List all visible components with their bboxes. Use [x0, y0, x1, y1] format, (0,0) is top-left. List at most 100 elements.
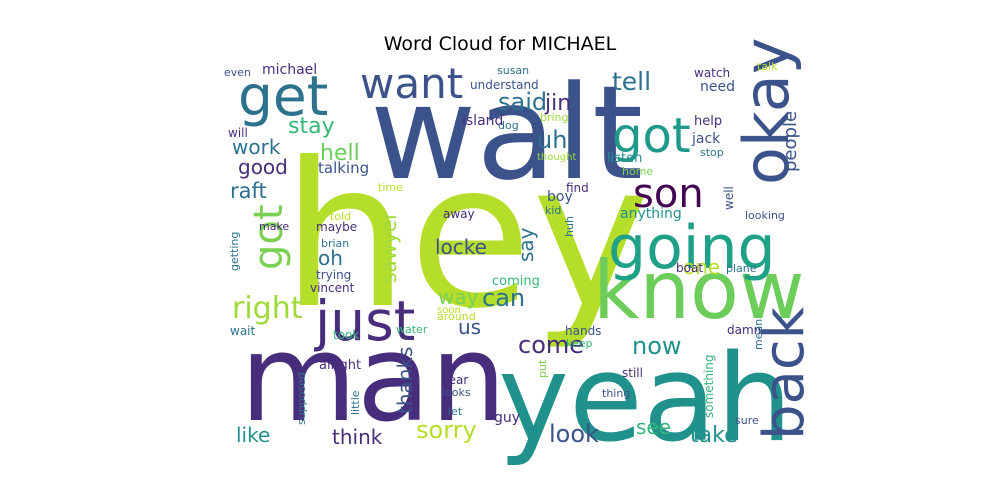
word-time: time: [378, 181, 403, 194]
word-looks: looks: [442, 386, 471, 399]
word-stay: stay: [288, 114, 335, 139]
word-make: make: [259, 220, 289, 233]
word-good: good: [238, 155, 288, 179]
word-dog: dog: [498, 119, 519, 132]
word-people: people: [780, 111, 801, 172]
word-told: told: [330, 210, 351, 223]
word-thanks: thanks: [393, 347, 417, 414]
word-brian: brian: [321, 237, 349, 250]
chart-title: Word Cloud for MICHAEL: [383, 33, 617, 55]
word-son: son: [633, 171, 704, 217]
word-put: put: [536, 359, 549, 378]
word-locke: locke: [435, 235, 487, 259]
word-find: find: [566, 181, 589, 195]
word-anything: anything: [620, 206, 682, 222]
word-plane: plane: [726, 262, 757, 275]
word-jack: jack: [691, 131, 721, 147]
word-help: help: [694, 114, 722, 129]
word-get: get: [238, 64, 328, 128]
word-just: just: [314, 289, 415, 353]
word-hell: hell: [320, 141, 360, 166]
word-hear: hear: [441, 373, 468, 387]
word-yeah: yeah: [498, 330, 792, 469]
word-come: come: [518, 331, 584, 359]
word-one: one: [683, 255, 720, 279]
word-sure: sure: [735, 414, 759, 427]
word-supposed: supposed: [295, 372, 308, 425]
word-wait: wait: [230, 324, 256, 338]
word-thought: thought: [537, 152, 576, 163]
word-oh: oh: [318, 246, 343, 270]
word-huh: huh: [563, 216, 576, 237]
word-say: say: [514, 227, 538, 262]
word-like: like: [236, 423, 270, 447]
word-water: water: [396, 323, 428, 336]
word-sawyer: sawyer: [377, 211, 401, 283]
word-stop: stop: [700, 146, 724, 159]
word-now: now: [632, 332, 682, 360]
word-vincent: vincent: [310, 281, 355, 295]
word-hands: hands: [565, 324, 601, 338]
word-mean: mean: [752, 319, 765, 350]
word-bring: bring: [540, 111, 569, 124]
word-maybe: maybe: [316, 220, 357, 234]
word-uh: uh: [537, 126, 567, 154]
word-will: will: [228, 126, 248, 140]
word-damn: damn: [727, 323, 761, 337]
word-see: see: [636, 415, 671, 439]
word-going: going: [608, 213, 776, 283]
word-walt: walt: [370, 57, 643, 209]
word-even: even: [224, 66, 251, 79]
word-know: know: [593, 244, 804, 337]
word-trying: trying: [316, 268, 351, 282]
word-little: little: [349, 390, 362, 415]
word-right: right: [232, 291, 303, 326]
word-island: island: [462, 113, 503, 129]
word-got: got: [246, 204, 292, 270]
word-michael: michael: [262, 62, 317, 78]
word-boy: boy: [547, 189, 573, 205]
word-soon: soon: [437, 305, 461, 316]
word-understand: understand: [470, 78, 539, 92]
word-boat: boat: [676, 261, 703, 275]
word-look: look: [549, 420, 599, 448]
word-said: said: [498, 88, 547, 116]
word-back: back: [752, 306, 817, 440]
word-away: away: [443, 207, 475, 221]
word-coming: coming: [492, 274, 540, 289]
word-looking: looking: [745, 209, 785, 222]
word-watch: watch: [694, 66, 730, 80]
word-got: got: [612, 108, 691, 164]
word-well: well: [722, 186, 736, 210]
word-listen: listen: [607, 151, 642, 166]
word-thing: thing: [602, 387, 630, 400]
word-man: man: [240, 310, 506, 449]
word-raft: raft: [230, 179, 267, 203]
word-getting: getting: [228, 232, 241, 271]
word-kid: kid: [545, 204, 561, 217]
word-keep: keep: [566, 337, 593, 350]
word-let: let: [448, 405, 463, 418]
word-us: us: [458, 315, 481, 339]
word-think: think: [332, 425, 383, 449]
word-want: want: [360, 59, 463, 108]
word-work: work: [232, 135, 281, 159]
word-around: around: [437, 310, 476, 323]
word-susan: susan: [497, 64, 529, 77]
word-talking: talking: [318, 159, 369, 177]
word-can: can: [482, 284, 525, 312]
word-still: still: [622, 366, 643, 380]
word-home: home: [622, 165, 653, 178]
word-took: took: [333, 328, 359, 342]
word-tell: tell: [612, 67, 651, 96]
word-jin: jin: [544, 91, 571, 116]
word-okay: okay: [730, 38, 803, 185]
word-alright: alright: [319, 358, 361, 373]
word-way: way: [438, 285, 479, 309]
word-guy: guy: [494, 410, 520, 426]
word-something: something: [702, 354, 716, 418]
word-talk: talk: [757, 60, 778, 73]
word-take: take: [690, 423, 738, 448]
word-sorry: sorry: [416, 416, 477, 444]
